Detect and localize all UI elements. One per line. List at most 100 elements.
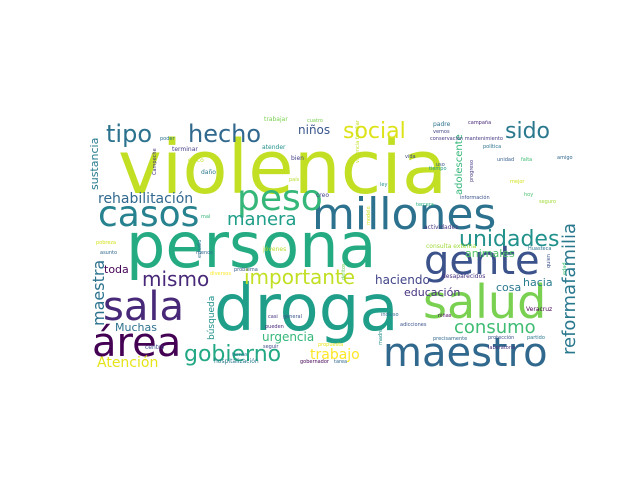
word-millones: millones (312, 189, 496, 240)
word-gobernador: gobernador (300, 359, 330, 365)
word-centro: centro (145, 344, 164, 351)
word-unidades: unidades (459, 227, 559, 252)
word-toda: toda (104, 263, 129, 276)
word-importante: importante (244, 265, 355, 289)
word-trabajar: trabajar (264, 116, 288, 123)
word-huasteca: Huasteca (528, 246, 551, 252)
word-quien: quien (546, 254, 552, 268)
word-consulta-externa: consulta externa (426, 243, 477, 250)
word-gente: gente (424, 238, 540, 284)
word-precisamente: precisamente (433, 336, 467, 342)
word-pobreza: pobreza (96, 240, 116, 246)
word-temas: temas (232, 352, 248, 358)
word-estudio: estudio (197, 240, 203, 258)
word-padre: padre (433, 121, 451, 128)
word-propuesta: propuesta (318, 342, 343, 348)
word-maestro: maestro (383, 330, 548, 376)
word-uso: uso (436, 162, 445, 168)
word-pueden: pueden (265, 324, 284, 330)
word-vida: vida (405, 154, 416, 160)
word-proteccion: protección (488, 334, 514, 341)
word-cuatro: cuatro (307, 118, 323, 124)
word-adicciones: adicciones (400, 322, 427, 328)
word-problema: problema (234, 267, 258, 273)
word-pais: país (289, 176, 300, 183)
word-partido: partido (527, 335, 545, 341)
word-area: área (92, 320, 181, 366)
word-droga: droga (214, 272, 399, 346)
word-gobierno: gobierno (184, 342, 281, 367)
word-seguro: seguro (539, 199, 556, 205)
word-creo: creo (316, 192, 329, 199)
word-jovenes: jóvenes (262, 246, 286, 253)
word-cosa: cosa (496, 281, 521, 294)
word-adolescente: adolescente (454, 134, 465, 195)
word-bien: bien (291, 155, 304, 162)
word-madre: madre (378, 329, 384, 345)
word-amigo: amigo (557, 155, 573, 161)
word-hoy: hoy (524, 192, 533, 198)
word-incluso: incluso (381, 312, 399, 318)
word-edad: edad (562, 263, 568, 276)
word-falta: falta (521, 157, 532, 163)
word-peso: peso (237, 178, 323, 219)
word-progreso: progreso (469, 160, 475, 182)
word-maestra: maestra (89, 260, 108, 326)
word-violencia-familiar: violencia familiar (355, 119, 361, 163)
word-seguir: seguir (263, 344, 279, 350)
word-dano: daño (201, 169, 216, 176)
word-urgencia: urgencia (262, 330, 314, 344)
word-educacion: educación (404, 286, 460, 299)
word-terminar: terminar (172, 146, 198, 153)
word-animales: animales (465, 247, 515, 260)
word-busqueda: búsqueda (207, 296, 217, 340)
word-haciendo: haciendo (375, 273, 430, 287)
word-veracruz: Veracruz (526, 306, 552, 313)
word-consumo: consumo (454, 317, 536, 338)
word-manera: manera (227, 209, 296, 230)
word-hacia: hacia (523, 276, 553, 289)
word-muchas: Muchas (115, 321, 157, 334)
word-tiempo: tiempo (429, 166, 447, 172)
word-casos: casos (98, 194, 199, 235)
word-cinco: cinco (188, 157, 204, 164)
word-social: social (343, 119, 406, 144)
word-delitos: delitos (341, 263, 347, 280)
word-tipo: tipo (106, 120, 152, 148)
word-campeche: Campeche (152, 148, 158, 175)
word-sala: sala (103, 284, 184, 330)
word-hospitalizacion: hospitalización (214, 358, 259, 365)
word-campana: campaña (468, 120, 491, 126)
word-ley: ley (380, 182, 387, 188)
word-salud: salud (423, 275, 546, 329)
word-sido: sido (505, 119, 550, 144)
word-conservacion: conservación mantenimiento (430, 135, 503, 142)
cloud-canvas (87, 108, 557, 374)
word-casi: casi (268, 314, 278, 320)
word-modelo: modelo (366, 206, 372, 225)
word-rehabilitacion: rehabilitación (98, 191, 193, 207)
word-tarea: tarea (334, 359, 347, 365)
word-persona: persona (126, 209, 377, 282)
word-politica: política (483, 143, 501, 150)
word-menos: menos (196, 250, 213, 256)
word-sustancia: sustancia (88, 138, 101, 190)
word-ninos: niños (298, 123, 330, 137)
word-informacion: información (460, 194, 490, 201)
word-atencion: Atención (97, 355, 158, 371)
word-atender: atender (262, 144, 286, 151)
word-mismo: mismo (142, 267, 209, 291)
word-diversos: diversos (210, 271, 231, 277)
word-desaparecidos: desaparecidos (442, 273, 485, 280)
word-reformafamilia: reformafamilia (559, 223, 580, 355)
word-general: general (283, 314, 302, 320)
word-mejor: mejor (510, 179, 525, 185)
word-actividades: actividades (424, 224, 458, 231)
word-ninas: niñas (438, 313, 452, 319)
word-hecho: hecho (188, 120, 261, 148)
word-unidad: unidad (497, 157, 514, 163)
word-asunto: asunto (100, 250, 117, 256)
word-trabajo: trabajo (310, 347, 360, 363)
word-violencia: violencia (118, 125, 447, 211)
